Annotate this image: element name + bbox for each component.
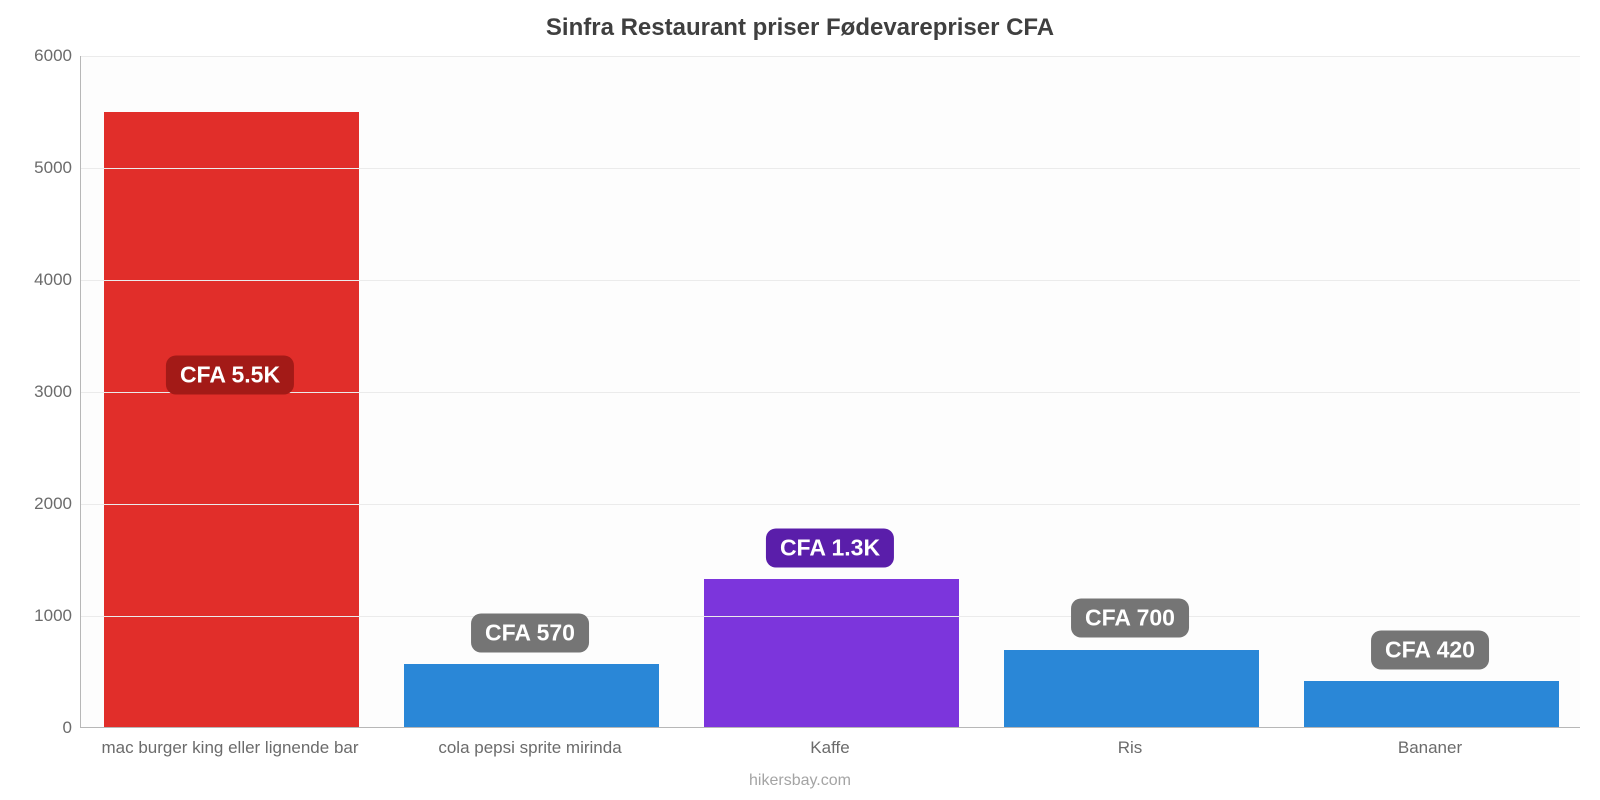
- gridline: [81, 168, 1580, 169]
- bar: [1004, 650, 1259, 728]
- value-label: CFA 420: [1371, 630, 1489, 669]
- y-tick-label: 3000: [16, 382, 72, 402]
- x-tick-label: mac burger king eller lignende bar: [101, 738, 358, 758]
- gridline: [81, 56, 1580, 57]
- y-tick-label: 0: [16, 718, 72, 738]
- bar: [104, 112, 359, 728]
- x-tick-label: Kaffe: [810, 738, 849, 758]
- bar: [1304, 681, 1559, 728]
- footer-attribution: hikersbay.com: [0, 772, 1600, 790]
- y-tick-label: 2000: [16, 494, 72, 514]
- plot-area: [80, 56, 1580, 728]
- value-label: CFA 700: [1071, 599, 1189, 638]
- gridline: [81, 392, 1580, 393]
- gridline: [81, 504, 1580, 505]
- gridline: [81, 616, 1580, 617]
- x-tick-label: Ris: [1118, 738, 1143, 758]
- value-label: CFA 1.3K: [766, 528, 894, 567]
- y-tick-label: 4000: [16, 270, 72, 290]
- value-label: CFA 5.5K: [166, 356, 294, 395]
- x-tick-label: cola pepsi sprite mirinda: [438, 738, 621, 758]
- chart-title: Sinfra Restaurant priser Fødevarepriser …: [0, 14, 1600, 42]
- y-tick-label: 1000: [16, 606, 72, 626]
- x-tick-label: Bananer: [1398, 738, 1462, 758]
- value-label: CFA 570: [471, 613, 589, 652]
- y-tick-label: 5000: [16, 158, 72, 178]
- bar: [704, 579, 959, 728]
- gridline: [81, 280, 1580, 281]
- bar: [404, 664, 659, 728]
- chart-container: Sinfra Restaurant priser Fødevarepriser …: [0, 0, 1600, 800]
- y-tick-label: 6000: [16, 46, 72, 66]
- x-axis-baseline: [81, 727, 1580, 728]
